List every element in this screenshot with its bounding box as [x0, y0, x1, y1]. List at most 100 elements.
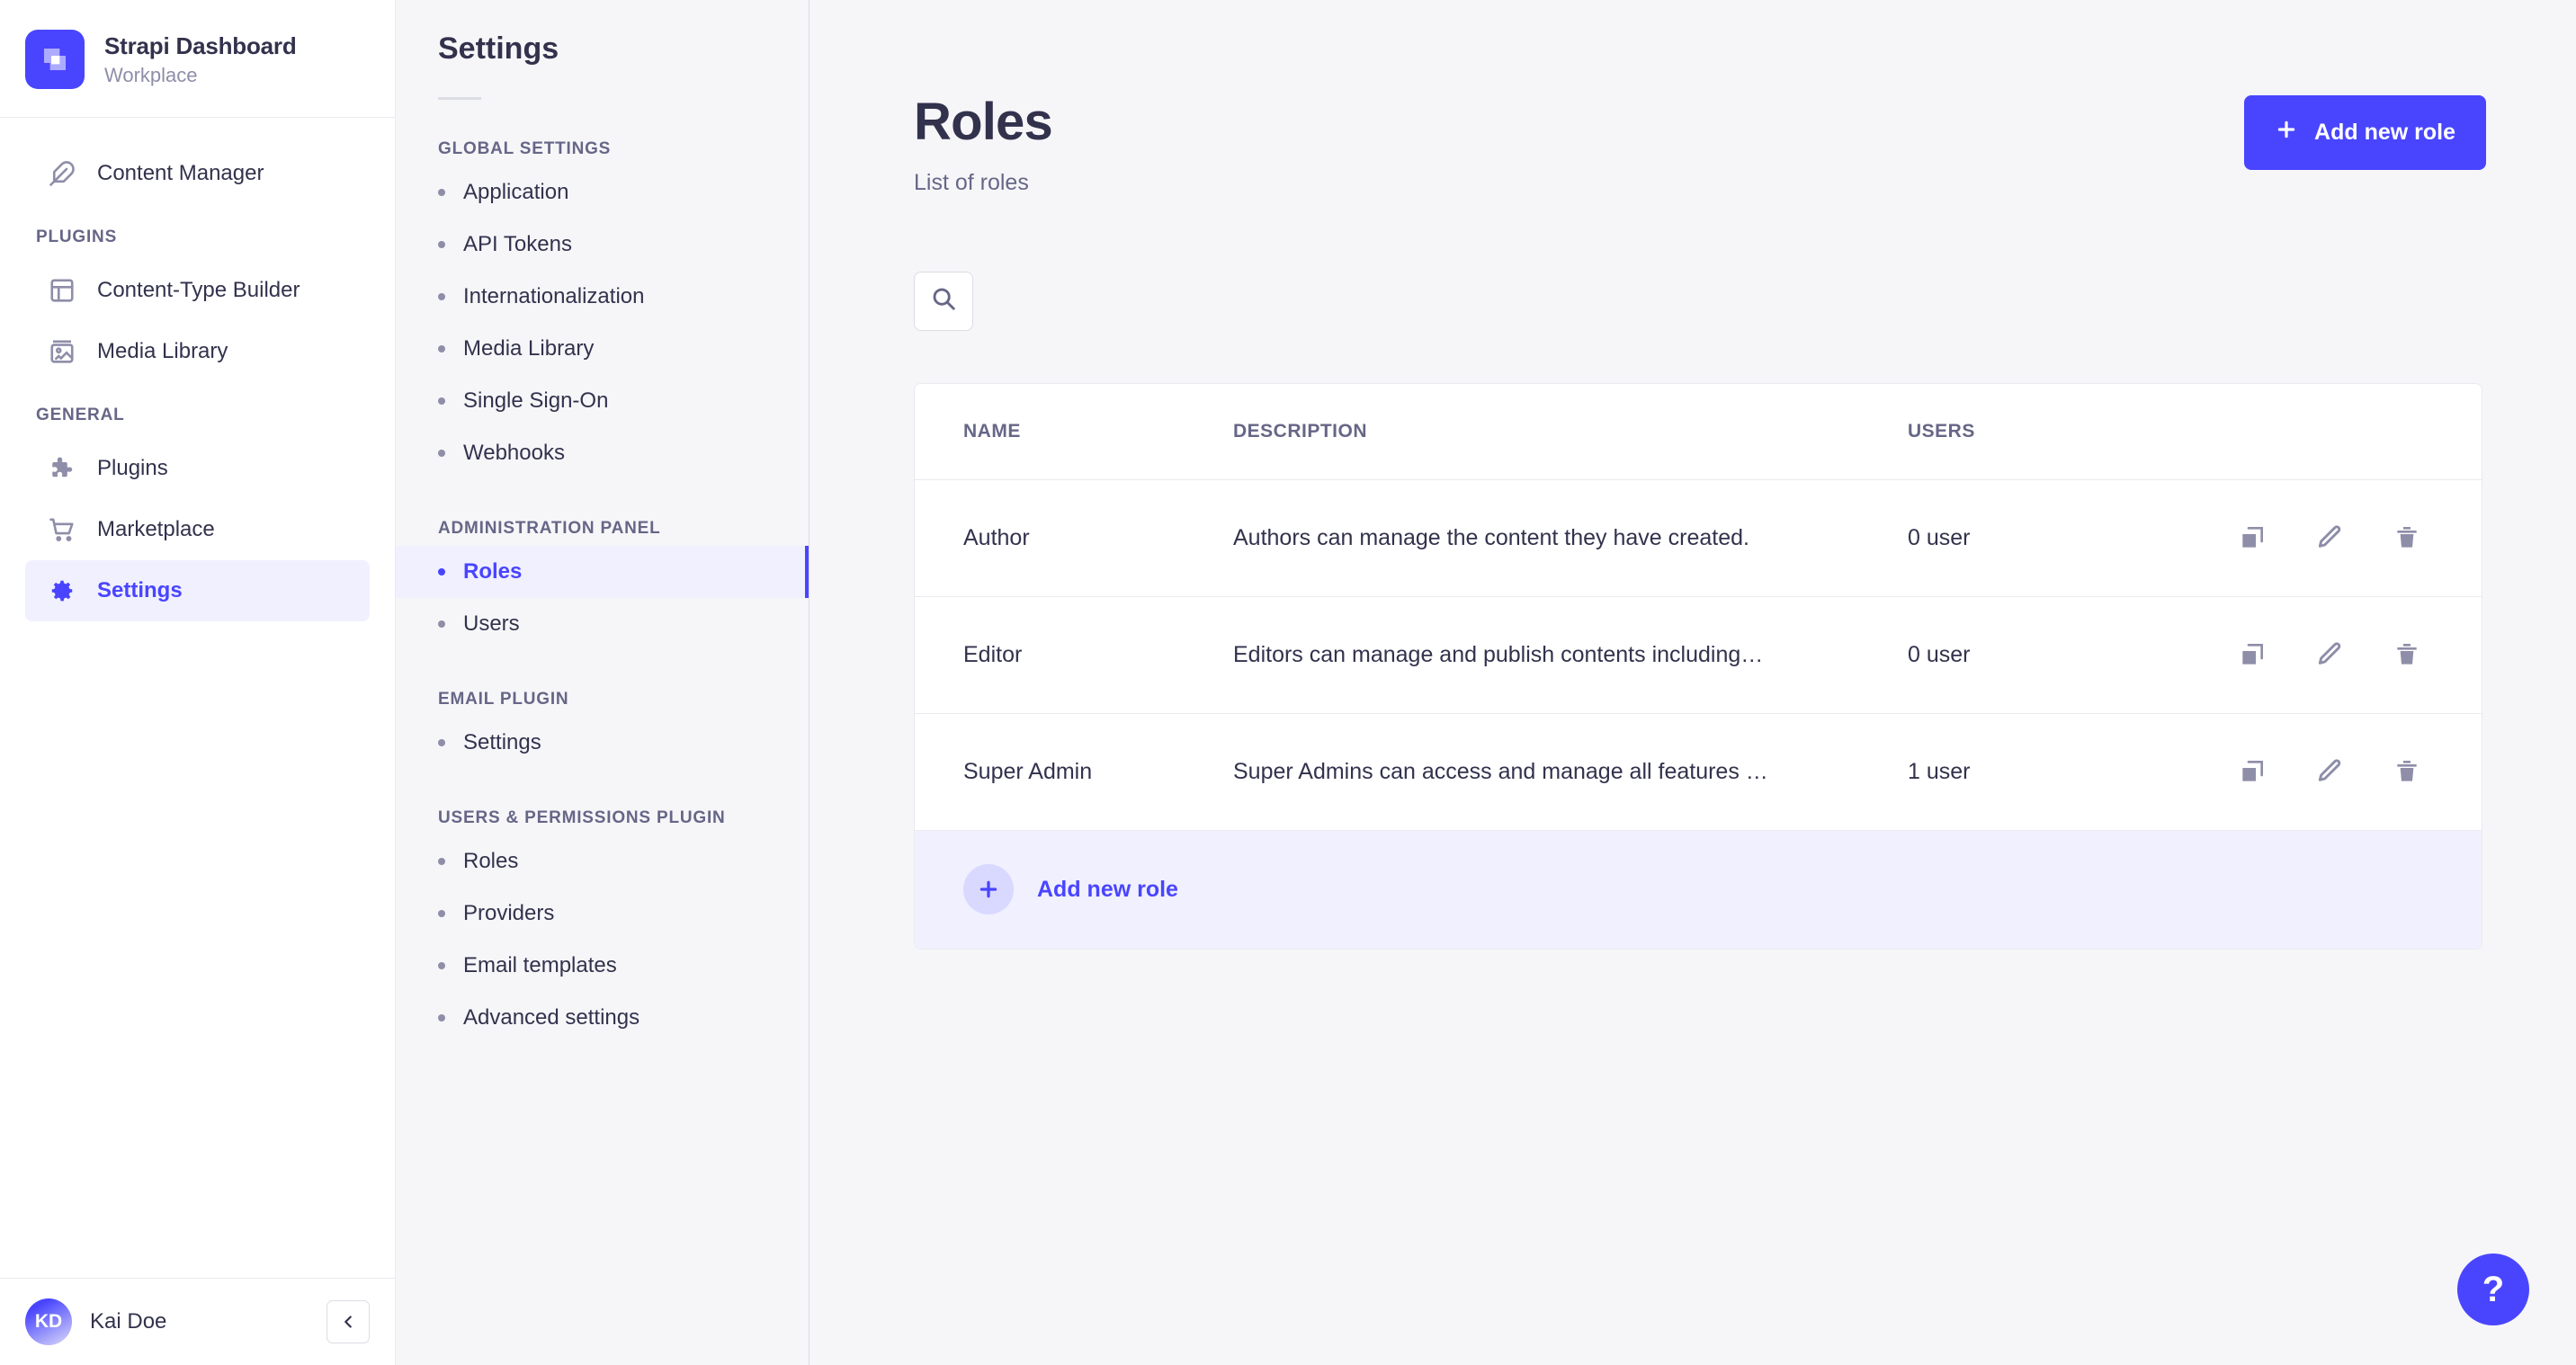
- edit-icon[interactable]: [2312, 521, 2347, 555]
- search-icon: [930, 285, 957, 317]
- subnav-item-email-templates[interactable]: Email templates: [396, 940, 809, 992]
- subnav-item-label: Application: [463, 180, 569, 204]
- subnav-item-email-settings[interactable]: Settings: [396, 717, 809, 769]
- bullet-icon: [438, 241, 445, 248]
- sidebar-item-label: Plugins: [97, 456, 168, 480]
- duplicate-icon[interactable]: [2235, 754, 2269, 789]
- bullet-icon: [438, 620, 445, 628]
- subnav-item-label: Settings: [463, 730, 541, 754]
- shopping-cart-icon: [47, 514, 77, 545]
- help-button[interactable]: ?: [2457, 1253, 2529, 1325]
- subnav-item-application[interactable]: Application: [396, 166, 809, 219]
- plus-icon: [963, 864, 1014, 915]
- subnav-item-providers[interactable]: Providers: [396, 888, 809, 940]
- sidebar-item-marketplace[interactable]: Marketplace: [25, 499, 370, 560]
- avatar[interactable]: KD: [25, 1298, 72, 1345]
- delete-icon[interactable]: [2390, 754, 2424, 789]
- column-header-name: NAME: [963, 420, 1021, 442]
- subnav-item-roles[interactable]: Roles: [396, 546, 809, 598]
- table-header-row: NAME DESCRIPTION USERS: [915, 384, 2482, 480]
- edit-icon[interactable]: [2312, 638, 2347, 672]
- subnav-item-label: API Tokens: [463, 232, 572, 256]
- duplicate-icon[interactable]: [2235, 638, 2269, 672]
- roles-table: NAME DESCRIPTION USERS Author Authors ca…: [914, 382, 2482, 950]
- subnav-title: Settings: [438, 31, 559, 66]
- subnav-divider: [438, 97, 481, 100]
- subnav-item-label: Advanced settings: [463, 1005, 640, 1030]
- page-subtitle: List of roles: [914, 169, 1029, 195]
- role-name: Editor: [963, 641, 1023, 667]
- subnav-item-api-tokens[interactable]: API Tokens: [396, 219, 809, 271]
- role-users-count: 1 user: [1908, 758, 1971, 784]
- subnav-section-global-settings: GLOBAL SETTINGS: [438, 139, 612, 158]
- row-actions: [2163, 638, 2433, 672]
- row-actions: [2163, 521, 2433, 555]
- subnav-section-administration-panel: ADMINISTRATION PANEL: [438, 519, 661, 538]
- add-new-role-footer-button[interactable]: Add new role: [915, 830, 2482, 949]
- page-header: Roles List of roles Add new role: [809, 0, 2576, 196]
- bullet-icon: [438, 858, 445, 865]
- bullet-icon: [438, 345, 445, 352]
- search-button[interactable]: [914, 271, 973, 331]
- bullet-icon: [438, 450, 445, 457]
- subnav-item-internationalization[interactable]: Internationalization: [396, 271, 809, 323]
- role-name: Super Admin: [963, 758, 1093, 784]
- sidebar-item-settings[interactable]: Settings: [25, 560, 370, 621]
- duplicate-icon[interactable]: [2235, 521, 2269, 555]
- sidebar-item-content-type-builder[interactable]: Content-Type Builder: [25, 260, 370, 321]
- bullet-icon: [438, 568, 445, 575]
- subnav-section-users-permissions-plugin: USERS & PERMISSIONS PLUGIN: [438, 808, 726, 827]
- sidebar-item-media-library[interactable]: Media Library: [25, 321, 370, 382]
- role-name: Author: [963, 524, 1030, 550]
- sidebar-item-label: Media Library: [97, 339, 228, 363]
- sidebar-item-label: Content Manager: [97, 161, 264, 185]
- subnav-item-label: Media Library: [463, 336, 595, 361]
- user-footer: KD Kai Doe: [0, 1278, 395, 1365]
- role-description: Editors can manage and publish contents …: [1233, 641, 1764, 667]
- brand-subtitle: Workplace: [104, 63, 198, 86]
- role-users-count: 0 user: [1908, 524, 1971, 550]
- main-nav-list: Content Manager PLUGINS Content-Type Bui…: [0, 118, 395, 1278]
- subnav-item-media-library[interactable]: Media Library: [396, 323, 809, 375]
- sidebar-item-label: Settings: [97, 578, 183, 602]
- subnav-item-label: Users: [463, 611, 520, 636]
- puzzle-icon: [47, 453, 77, 484]
- subnav-item-label: Providers: [463, 901, 555, 925]
- sidebar-item-plugins[interactable]: Plugins: [25, 438, 370, 499]
- bullet-icon: [438, 739, 445, 746]
- subnav-item-label: Roles: [463, 849, 519, 873]
- table-row[interactable]: Editor Editors can manage and publish co…: [915, 597, 2482, 714]
- image-icon: [47, 336, 77, 367]
- edit-icon[interactable]: [2312, 754, 2347, 789]
- layout-icon: [47, 275, 77, 306]
- user-name: Kai Doe: [90, 1309, 167, 1334]
- sidebar-item-content-manager[interactable]: Content Manager: [25, 143, 370, 204]
- subnav-item-webhooks[interactable]: Webhooks: [396, 427, 809, 479]
- brand-title: Strapi Dashboard: [104, 31, 297, 59]
- column-header-users: USERS: [1908, 420, 1975, 442]
- delete-icon[interactable]: [2390, 521, 2424, 555]
- add-new-role-button-label: Add new role: [2314, 120, 2455, 145]
- subnav-item-label: Internationalization: [463, 284, 645, 308]
- role-description: Super Admins can access and manage all f…: [1233, 758, 1768, 784]
- table-row[interactable]: Super Admin Super Admins can access and …: [915, 714, 2482, 831]
- subnav-item-users[interactable]: Users: [396, 598, 809, 650]
- subnav-item-single-sign-on[interactable]: Single Sign-On: [396, 375, 809, 427]
- row-actions: [2163, 754, 2433, 789]
- column-header-description: DESCRIPTION: [1233, 420, 1368, 442]
- subnav-item-up-roles[interactable]: Roles: [396, 835, 809, 888]
- gear-icon: [47, 575, 77, 606]
- brand-header[interactable]: Strapi Dashboard Workplace: [0, 0, 395, 118]
- table-row[interactable]: Author Authors can manage the content th…: [915, 480, 2482, 597]
- main-sidebar: Strapi Dashboard Workplace Content Manag…: [0, 0, 396, 1365]
- delete-icon[interactable]: [2390, 638, 2424, 672]
- add-new-role-button[interactable]: Add new role: [2244, 95, 2486, 170]
- chevron-left-icon[interactable]: [326, 1300, 370, 1343]
- nav-section-plugins-label: PLUGINS: [36, 228, 118, 246]
- page-title: Roles: [914, 93, 1053, 151]
- role-users-count: 0 user: [1908, 641, 1971, 667]
- bullet-icon: [438, 397, 445, 405]
- subnav-item-advanced-settings[interactable]: Advanced settings: [396, 992, 809, 1044]
- subnav-item-label: Webhooks: [463, 441, 565, 465]
